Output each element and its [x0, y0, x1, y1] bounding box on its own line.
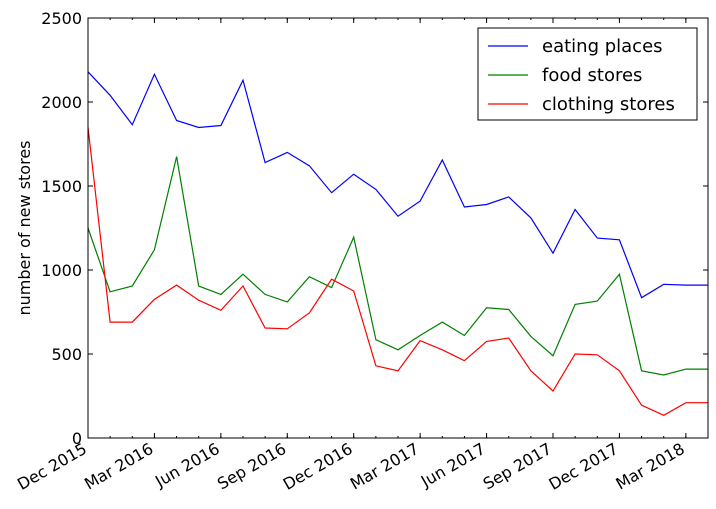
- x-tick-label: Sep 2017: [480, 439, 555, 493]
- y-tick-label: 0: [72, 429, 82, 448]
- y-tick-label: 1500: [41, 177, 82, 196]
- x-tick-label: Dec 2017: [545, 439, 621, 494]
- y-axis-label: number of new stores: [15, 141, 34, 316]
- y-tick-label: 2500: [41, 9, 82, 28]
- legend-label: food stores: [542, 65, 642, 86]
- x-tick-label: Mar 2018: [613, 439, 688, 493]
- x-tick-label: Jun 2017: [417, 439, 489, 491]
- x-tick-label: Dec 2016: [280, 439, 356, 494]
- series-line-food-stores: [87, 156, 708, 376]
- y-axis: 0 500 1000 1500 2000 2500: [41, 9, 708, 448]
- x-tick-label: Sep 2016: [214, 439, 289, 493]
- series-line-eating-places: [87, 71, 708, 299]
- x-tick-label: Jun 2016: [151, 439, 223, 491]
- legend-label: clothing stores: [542, 94, 675, 115]
- y-tick-label: 500: [51, 345, 82, 364]
- legend: eating places food stores clothing stores: [477, 27, 698, 121]
- plot-lines: [87, 71, 708, 416]
- legend-label: eating places: [542, 36, 663, 57]
- x-tick-label: Mar 2016: [81, 439, 156, 493]
- legend-box: [477, 27, 698, 121]
- y-tick-label: 1000: [41, 261, 82, 280]
- x-tick-label: Mar 2017: [347, 439, 422, 493]
- y-tick-label: 2000: [41, 93, 82, 112]
- series-line-clothing-stores: [87, 127, 708, 416]
- x-tick-label: Dec 2015: [14, 439, 90, 494]
